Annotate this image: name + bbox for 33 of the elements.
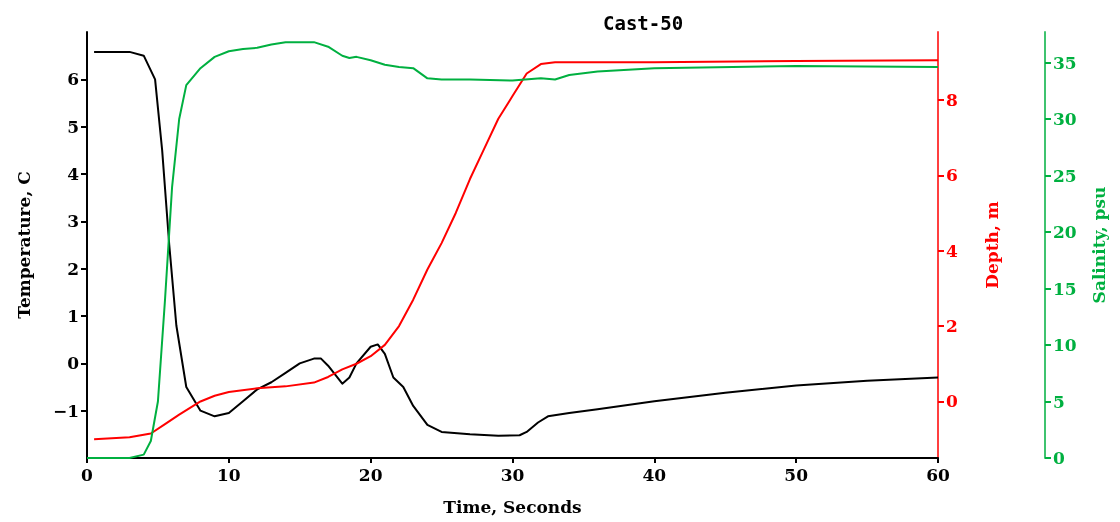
y3-tick-label: 20 — [1053, 222, 1077, 243]
y-tick-label: 0 — [67, 353, 80, 374]
y-tick-label: 3 — [67, 211, 79, 232]
y3-tick-label: 30 — [1053, 109, 1077, 130]
y-axis-title: Temperature, C — [13, 171, 34, 319]
y2-tick-label: 4 — [946, 240, 958, 261]
y-tick-label: 4 — [67, 164, 80, 184]
y3-tick-label: 10 — [1053, 335, 1077, 355]
y3-tick-label: 15 — [1053, 278, 1077, 299]
x-tick-label: 0 — [81, 464, 94, 485]
y2-tick-label: 2 — [946, 316, 958, 337]
y2-tick-label: 8 — [946, 89, 958, 110]
x-axis-title: Time, Seconds — [443, 496, 582, 517]
y-tick-label: 6 — [67, 69, 79, 90]
y3-tick-label: 0 — [1053, 448, 1065, 468]
y-tick-label: 5 — [67, 116, 79, 137]
y2-tick-label: 6 — [946, 165, 958, 186]
x-tick-label: 50 — [784, 464, 809, 485]
x-tick-label: 40 — [642, 464, 667, 485]
y3-tick-label: 5 — [1053, 391, 1065, 412]
y-tick-label: 2 — [67, 258, 79, 279]
y2-axis-title: Depth, m — [981, 201, 1002, 289]
y-tick-label: 1 — [67, 306, 79, 326]
x-tick-label: 10 — [217, 464, 241, 485]
x-tick-label: 20 — [358, 464, 383, 485]
y3-tick-label: 35 — [1053, 52, 1077, 73]
chart-title: Cast-50 — [603, 11, 684, 34]
x-tick-label: 60 — [926, 464, 950, 485]
y3-axis-title: Salinity, psu — [1088, 186, 1109, 304]
x-tick-label: 30 — [500, 464, 525, 485]
y2-tick-label: 0 — [946, 391, 958, 412]
y3-tick-label: 25 — [1053, 165, 1077, 186]
y-tick-label: −1 — [52, 400, 79, 421]
